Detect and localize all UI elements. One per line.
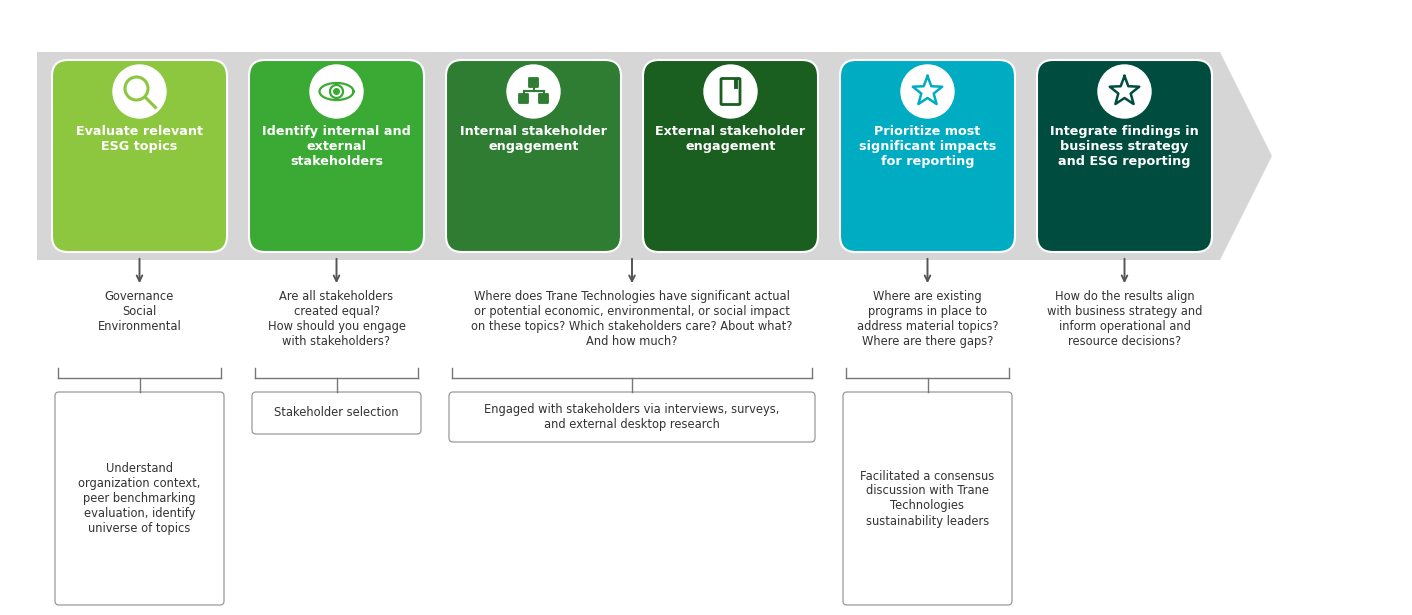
- Text: Facilitated a consensus
discussion with Trane
Technologies
sustainability leader: Facilitated a consensus discussion with …: [860, 469, 994, 528]
- FancyBboxPatch shape: [840, 60, 1015, 252]
- Circle shape: [705, 65, 757, 118]
- Text: Identify internal and
external
stakeholders: Identify internal and external stakehold…: [263, 125, 411, 168]
- FancyBboxPatch shape: [642, 60, 818, 252]
- Text: Integrate findings in
business strategy
and ESG reporting: Integrate findings in business strategy …: [1051, 125, 1199, 168]
- FancyBboxPatch shape: [843, 392, 1012, 605]
- Text: Prioritize most
significant impacts
for reporting: Prioritize most significant impacts for …: [858, 125, 995, 168]
- Polygon shape: [37, 52, 1272, 260]
- FancyBboxPatch shape: [55, 392, 225, 605]
- FancyBboxPatch shape: [249, 60, 424, 252]
- Circle shape: [113, 65, 167, 118]
- FancyBboxPatch shape: [251, 392, 421, 434]
- Circle shape: [333, 89, 339, 94]
- Text: External stakeholder
engagement: External stakeholder engagement: [655, 125, 806, 153]
- Text: Governance
Social
Environmental: Governance Social Environmental: [97, 290, 181, 333]
- Circle shape: [311, 65, 363, 118]
- Circle shape: [901, 65, 955, 118]
- Text: Where are existing
programs in place to
address material topics?
Where are there: Where are existing programs in place to …: [857, 290, 998, 348]
- FancyBboxPatch shape: [1036, 60, 1211, 252]
- FancyBboxPatch shape: [449, 392, 815, 442]
- Text: How do the results align
with business strategy and
inform operational and
resou: How do the results align with business s…: [1046, 290, 1202, 348]
- Text: Internal stakeholder
engagement: Internal stakeholder engagement: [460, 125, 607, 153]
- FancyBboxPatch shape: [446, 60, 621, 252]
- FancyBboxPatch shape: [530, 78, 538, 87]
- Text: Stakeholder selection: Stakeholder selection: [274, 407, 398, 419]
- FancyBboxPatch shape: [52, 60, 227, 252]
- FancyBboxPatch shape: [539, 94, 548, 103]
- Circle shape: [1099, 65, 1151, 118]
- Text: Understand
organization context,
peer benchmarking
evaluation, identify
universe: Understand organization context, peer be…: [78, 462, 201, 535]
- FancyBboxPatch shape: [518, 94, 528, 103]
- Text: Are all stakeholders
created equal?
How should you engage
with stakeholders?: Are all stakeholders created equal? How …: [267, 290, 405, 348]
- Circle shape: [507, 65, 561, 118]
- Text: Where does Trane Technologies have significant actual
or potential economic, env: Where does Trane Technologies have signi…: [472, 290, 792, 348]
- Text: Evaluate relevant
ESG topics: Evaluate relevant ESG topics: [76, 125, 203, 153]
- Text: Engaged with stakeholders via interviews, surveys,
and external desktop research: Engaged with stakeholders via interviews…: [484, 403, 779, 431]
